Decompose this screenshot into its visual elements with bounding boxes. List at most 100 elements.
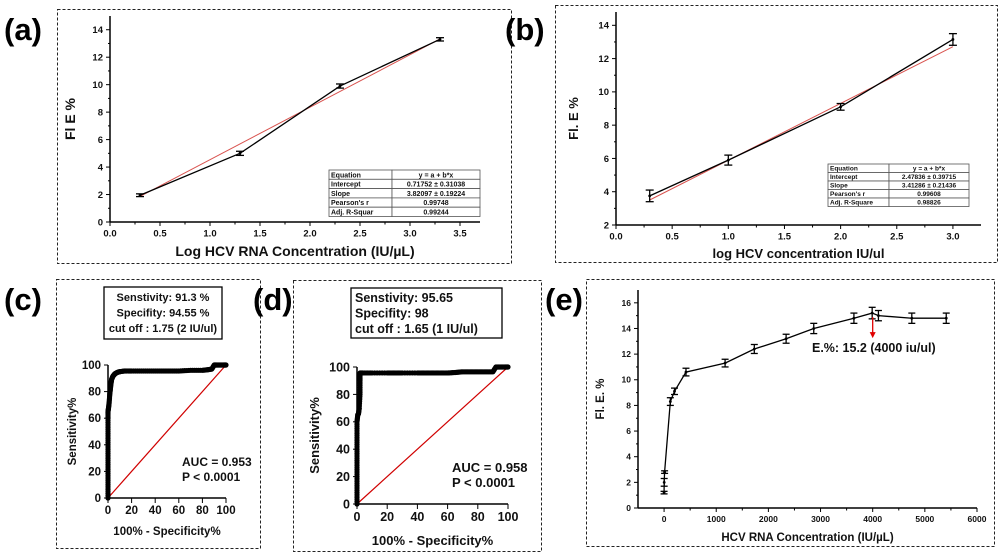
y-tick-label: 14	[622, 323, 632, 333]
x-tick-label: 0.0	[609, 232, 622, 243]
panel-a-border	[57, 9, 512, 264]
annotation-arrowhead-icon	[869, 332, 876, 339]
stats-box	[350, 287, 503, 339]
fit-table-key: Adj. R-Square	[830, 200, 873, 207]
x-tick-label: 0	[105, 505, 111, 517]
y-tick-label: 16	[622, 298, 632, 308]
data-point	[726, 158, 730, 162]
y-tick-label: 6	[604, 154, 609, 165]
y-axis-title: Fl. E. %	[595, 379, 607, 420]
chart-e: 0 2 4 6 8 10 12 14 16 0 1000 2000 3000 4000 5000 6000 HC…	[595, 290, 987, 544]
x-axis-title: Log HCV RNA Concentration (IU/µL)	[175, 243, 414, 259]
chart-d: 0 20 40 60 80 100 0 20 40 60 80 100 100% - Specifici…	[307, 287, 528, 548]
x-tick-label: 20	[380, 510, 394, 524]
y-tick-label: 6	[98, 135, 103, 146]
data-point	[648, 194, 652, 198]
y-tick-label: 2	[626, 477, 631, 487]
y-tick-label: 100	[329, 360, 350, 374]
stats-line: cut off : 1.75 (2 IU/ul)	[109, 323, 218, 335]
x-tick-label: 1.5	[778, 232, 792, 243]
x-tick-label: 0.5	[666, 232, 680, 243]
data-point	[673, 389, 676, 393]
x-tick-label: 0.0	[103, 229, 116, 240]
x-axis-title: HCV RNA Concentration (IU/µL)	[721, 532, 893, 544]
panel-d-label: (d)	[253, 282, 293, 317]
fit-table-value: y = a + b*x	[913, 166, 946, 173]
x-tick-label: 3.0	[403, 229, 416, 240]
x-tick-label: 0	[662, 514, 667, 524]
fit-table-value: y = a + b*x	[419, 172, 454, 179]
y-tick-label: 10	[598, 87, 609, 98]
fit-table-value: 0.99608	[917, 191, 941, 198]
data-point	[784, 337, 788, 341]
y-tick-label: 6	[626, 426, 631, 436]
y-tick-label: 20	[88, 466, 101, 478]
y-tick-label: 40	[336, 443, 350, 457]
panel-e-border	[586, 279, 995, 547]
data-point	[839, 105, 843, 109]
y-axis-title: Sensitivity%	[67, 398, 79, 466]
data-line	[663, 312, 947, 493]
x-tick-label: 100	[216, 505, 235, 517]
y-tick-label: 0	[626, 503, 631, 513]
fit-table-value: 2.47836 ± 0.39715	[902, 174, 957, 181]
fit-table-value: 0.99244	[423, 210, 448, 217]
fit-table-cell	[888, 197, 970, 207]
fit-table-value: 0.71752 ± 0.31038	[407, 182, 465, 189]
panel-b-label: (b)	[505, 12, 545, 47]
stats-line: Senstivity: 91.3 %	[117, 292, 210, 304]
x-tick-label: 40	[410, 510, 424, 524]
y-tick-label: 0	[95, 493, 101, 505]
data-point	[951, 38, 955, 41]
x-tick-label: 5000	[915, 514, 934, 524]
x-tick-label: 20	[125, 505, 138, 517]
x-tick-label: 3.5	[453, 229, 467, 240]
fit-table-value: 3.41286 ± 0.21436	[902, 183, 957, 190]
x-tick-label: 2.0	[834, 232, 847, 243]
fit-line	[649, 46, 954, 201]
auc-label: AUC = 0.958	[452, 460, 528, 475]
data-point	[723, 361, 727, 365]
data-point	[338, 84, 342, 88]
y-tick-label: 40	[88, 440, 101, 452]
y-tick-label: 10	[92, 80, 103, 91]
stats-line: Specifity: 94.55 %	[117, 308, 210, 320]
x-tick-label: 3.0	[946, 232, 959, 243]
panel-c-border	[56, 279, 261, 549]
x-tick-label: 2.5	[890, 232, 904, 243]
roc-point	[505, 364, 511, 370]
fit-table-value: 3.82097 ± 0.19224	[407, 191, 465, 198]
data-point	[668, 400, 672, 403]
y-tick-label: 0	[98, 217, 103, 228]
stats-line: cut off : 1.65 (1 IU/ul)	[355, 322, 478, 336]
p-value-label: P < 0.0001	[182, 470, 240, 484]
x-axis-title: log HCV concentration IU/ul	[713, 246, 885, 261]
fit-table-key: Pearson's r	[830, 191, 866, 198]
y-tick-label: 60	[88, 413, 101, 425]
x-tick-label: 2.0	[303, 229, 316, 240]
x-tick-label: 40	[149, 505, 162, 517]
fit-table-value: 0.99748	[423, 200, 448, 207]
y-tick-label: 12	[622, 349, 632, 359]
y-tick-label: 60	[336, 415, 350, 429]
data-point	[877, 314, 880, 318]
y-tick-label: 8	[604, 120, 609, 131]
panel-c-label: (c)	[4, 282, 42, 317]
y-tick-label: 4	[626, 452, 631, 462]
auc-label: AUC = 0.953	[182, 455, 252, 469]
y-tick-label: 2	[98, 190, 103, 201]
x-axis-title: 100% - Specificity%	[113, 526, 220, 538]
x-tick-label: 1.5	[253, 229, 267, 240]
reference-line	[356, 366, 509, 505]
stats-line: Senstivity: 95.65	[355, 291, 453, 305]
data-line	[139, 38, 441, 196]
y-tick-label: 80	[88, 387, 101, 399]
data-point	[662, 480, 666, 484]
x-tick-label: 6000	[968, 514, 987, 524]
y-tick-label: 80	[336, 388, 350, 402]
y-tick-label: 2	[604, 220, 609, 231]
data-point	[870, 311, 874, 315]
y-tick-label: 10	[622, 375, 632, 385]
chart-c: 0 20 40 60 80 100 0 20 40 60 80 100 100% - Specifici…	[67, 286, 252, 538]
